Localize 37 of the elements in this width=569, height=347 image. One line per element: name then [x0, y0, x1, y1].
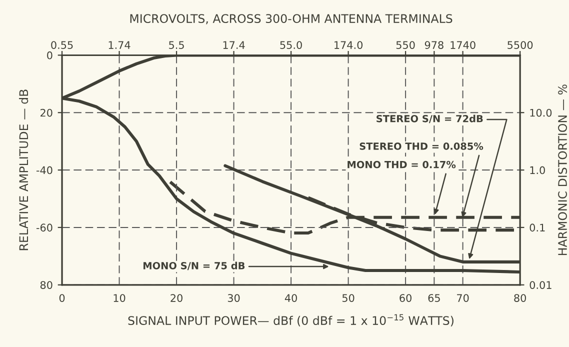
y-tick-label: 20	[40, 108, 52, 117]
x-tick-label: 20	[170, 294, 182, 302]
y2-axis-title: HARMONIC DISTORTION — %	[558, 84, 567, 255]
annotation: STEREO S/N = 72dB	[376, 114, 483, 124]
text: 1.74	[108, 41, 130, 49]
y2-tick-label: 0.1	[530, 224, 545, 232]
annotation: STEREO THD = 0.085%	[360, 142, 484, 150]
x-tick-label: 30	[228, 294, 240, 302]
y-tick-label: 80	[40, 281, 52, 289]
text: 55.0	[280, 41, 302, 49]
y-tick-label: -40	[36, 166, 52, 174]
text: 1740	[450, 41, 476, 49]
x-axis-title: SIGNAL INPUT POWER— dBf (0 dBf = 1 x 10$^{−15}$ WATTS)	[128, 314, 454, 326]
x-tick-label: 70	[457, 294, 469, 302]
text: 5.5	[169, 41, 184, 49]
annotation: MONO THD = 0.17%	[348, 160, 456, 168]
text: 174.0	[334, 41, 363, 49]
text: 0.55	[51, 41, 73, 49]
y-axis-title: RELATIVE AMPLITUDE — dB	[19, 90, 28, 250]
x2-axis-title: MICROVOLTS, ACROSS 300-OHM ANTENNA TERMINALS	[130, 14, 452, 24]
x-tick-label: 50	[342, 294, 354, 302]
y2-tick-label: 1.0	[530, 166, 545, 174]
y2-tick-label: 10.0	[530, 108, 552, 117]
x-tick-label: 80	[514, 294, 526, 302]
text: 5500	[508, 41, 533, 49]
text: 17.4	[223, 41, 245, 49]
annotation: MONO S/N = 75 dB	[144, 262, 245, 270]
x-tick-label: 65	[428, 294, 440, 302]
y2-tick-label: 0.01	[530, 281, 552, 289]
x-tick-label: 0	[59, 294, 65, 302]
text: 550	[396, 41, 415, 49]
x-tick-label: 60	[400, 294, 412, 302]
text: 978	[424, 41, 444, 49]
y-tick-label: -60	[36, 224, 52, 232]
x-tick-label: 40	[284, 294, 297, 302]
y-tick-label: 0	[47, 51, 52, 60]
x-tick-label: 10	[114, 294, 126, 302]
